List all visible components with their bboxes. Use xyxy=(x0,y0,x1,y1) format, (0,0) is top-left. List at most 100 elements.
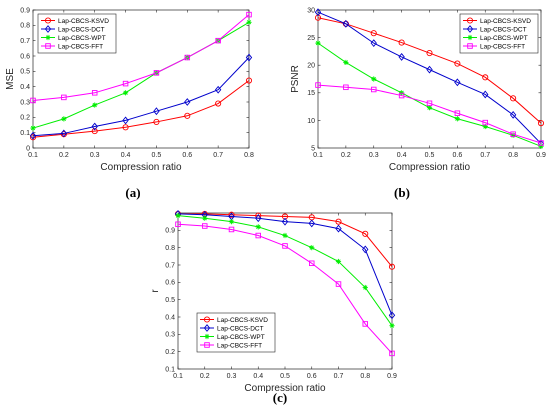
data-point xyxy=(454,110,461,116)
data-point xyxy=(29,134,37,141)
data-point xyxy=(399,90,405,96)
series-Lap-CBCS-FFT xyxy=(315,82,544,146)
data-point xyxy=(335,224,342,233)
y-tick-label: 0.8 xyxy=(165,245,175,252)
data-point xyxy=(122,116,129,125)
data-point xyxy=(60,129,68,138)
x-tick-label: 0.8 xyxy=(244,152,254,159)
y-tick-label: 0.3 xyxy=(165,332,175,339)
x-tick-label: 0.5 xyxy=(152,152,162,159)
series-Lap-CBCS-DCT xyxy=(29,53,253,140)
data-point xyxy=(343,59,349,66)
data-point xyxy=(29,131,37,140)
data-point xyxy=(245,53,253,62)
legend-marker xyxy=(203,316,211,323)
y-tick-label: 10 xyxy=(307,118,315,125)
series-line xyxy=(32,80,250,138)
data-point xyxy=(335,281,342,287)
data-point xyxy=(314,8,322,17)
data-point xyxy=(342,19,350,28)
data-point xyxy=(362,321,369,327)
series-line xyxy=(317,84,542,144)
data-point xyxy=(482,90,489,99)
data-point xyxy=(454,116,460,122)
legend-marker xyxy=(204,342,210,348)
y-tick-label: 20 xyxy=(307,63,315,70)
legend-label: Lap-CBCS-FFT xyxy=(58,43,103,50)
series-line xyxy=(32,14,250,101)
y-axis-title: MSE xyxy=(5,68,16,90)
data-point xyxy=(255,224,261,230)
data-point xyxy=(370,30,377,37)
data-point xyxy=(175,213,181,219)
data-point xyxy=(362,284,368,291)
legend-label: Lap-CBCS-DCT xyxy=(58,26,105,33)
legend-label: Lap-CBCS-KSVD xyxy=(58,18,109,25)
series-line xyxy=(317,11,542,144)
x-tick-label: 0.2 xyxy=(59,152,69,159)
data-point xyxy=(61,94,67,101)
x-axis-title: Compression ratio xyxy=(389,162,471,173)
x-tick-label: 0.1 xyxy=(173,373,183,380)
y-tick-label: 0.7 xyxy=(20,38,30,45)
y-tick-label: 0.2 xyxy=(20,115,30,122)
series-line xyxy=(177,223,393,354)
data-point xyxy=(228,211,235,218)
x-tick-label: 0.5 xyxy=(425,152,435,159)
x-tick-label: 0.2 xyxy=(341,152,351,159)
series-Lap-CBCS-WPT xyxy=(175,213,395,329)
y-tick-label: 0.9 xyxy=(165,228,175,235)
data-point xyxy=(454,78,461,87)
x-tick-label: 0.2 xyxy=(200,373,210,380)
chart-panel-a: 0.1 0.2 0.3 0.4 0.5 0.6 0.7 0.800.10.20.30.40.5… xyxy=(5,7,254,173)
data-point xyxy=(91,90,98,96)
legend-marker xyxy=(44,25,52,33)
legend-marker xyxy=(45,43,51,49)
data-point xyxy=(91,122,98,131)
data-point xyxy=(184,112,191,119)
y-tick-label: 0.4 xyxy=(165,314,175,321)
data-point xyxy=(315,40,321,46)
legend-label: Lap-CBCS-FFT xyxy=(480,43,525,50)
data-point xyxy=(371,76,377,82)
data-point xyxy=(122,90,129,96)
data-point xyxy=(215,100,222,107)
x-tick-label: 0.6 xyxy=(453,152,463,159)
data-point xyxy=(388,263,396,270)
data-point xyxy=(153,70,160,76)
data-point xyxy=(398,53,405,61)
chart-panel-b: 0.1 0.2 0.3 0.4 0.5 0.6 0.7 0.8 0.9 5 10 15 20 25 30 Co… xyxy=(290,7,546,173)
legend-label: Lap-CBCS-WPT xyxy=(58,35,106,42)
data-point xyxy=(30,97,36,104)
x-tick-label: 0.7 xyxy=(334,373,344,380)
data-point xyxy=(335,218,342,225)
data-point xyxy=(426,100,433,107)
y-tick-label: 0.1 xyxy=(165,366,175,373)
data-point xyxy=(362,245,369,254)
legend-marker xyxy=(44,17,52,24)
data-point xyxy=(335,258,342,265)
x-tick-label: 0.3 xyxy=(90,152,100,159)
data-point xyxy=(61,116,67,122)
x-tick-label: 0.8 xyxy=(508,152,518,159)
data-point xyxy=(153,118,160,125)
x-tick-label: 0.5 xyxy=(280,373,290,380)
x-tick-label: 0.6 xyxy=(182,152,192,159)
data-point xyxy=(362,230,369,237)
y-tick-label: 0.7 xyxy=(165,262,175,269)
x-tick-label: 0.4 xyxy=(397,152,407,159)
x-tick-label: 0.1 xyxy=(313,152,323,159)
series-Lap-CBCS-WPT xyxy=(315,40,544,149)
data-point xyxy=(246,19,252,25)
data-point xyxy=(509,110,517,119)
legend-marker xyxy=(204,333,210,340)
y-tick-label: 0.9 xyxy=(20,7,30,14)
data-point xyxy=(538,140,544,146)
data-point xyxy=(482,123,488,130)
y-tick-label: 15 xyxy=(307,90,315,97)
x-tick-label: 0.9 xyxy=(387,373,397,380)
data-point xyxy=(309,260,315,267)
data-point xyxy=(153,107,160,116)
data-point xyxy=(510,132,516,138)
series-line xyxy=(178,213,393,268)
